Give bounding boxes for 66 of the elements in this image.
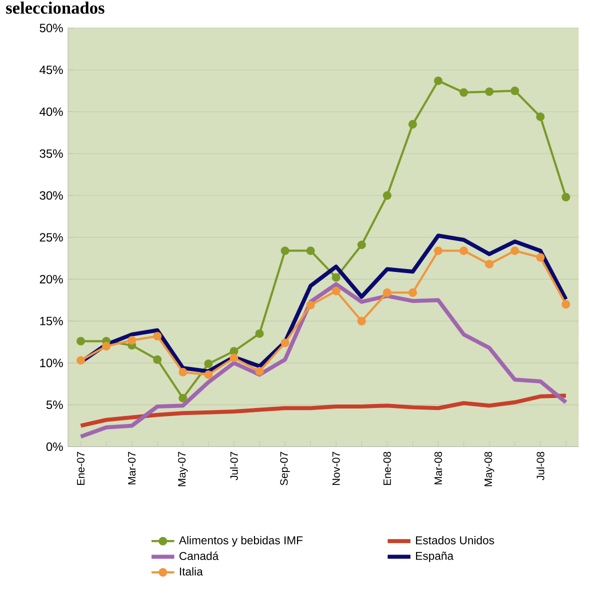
point: [332, 273, 340, 282]
point: [434, 76, 442, 86]
point: [280, 338, 290, 348]
point: [178, 394, 188, 402]
point: [536, 112, 545, 122]
chart-title: seleccionados: [6, 2, 104, 14]
x-tick-label: Ene-07: [76, 452, 85, 485]
point: [178, 368, 188, 376]
y-tick-label: 45%: [40, 66, 63, 74]
point: [382, 288, 392, 297]
point: [128, 336, 136, 345]
y-tick-label: 40%: [40, 107, 63, 116]
y-tick-label: 25%: [40, 233, 63, 242]
point: [204, 360, 213, 368]
point: [306, 246, 315, 256]
point: [332, 286, 340, 296]
point: [357, 240, 366, 250]
point: [382, 191, 392, 200]
point: [255, 367, 264, 376]
y-tick-label: 5%: [46, 400, 63, 410]
x-tick-label: Jul-07: [230, 452, 238, 480]
y-tick-label: 10%: [40, 358, 63, 368]
x-tick-label: May-08: [484, 452, 494, 486]
y-tick-label: 20%: [40, 274, 63, 284]
legend-label: España: [416, 552, 454, 562]
line-series: [78, 282, 568, 439]
point: [536, 253, 545, 262]
point: [255, 329, 264, 338]
point: [459, 88, 468, 97]
point: [434, 246, 442, 256]
y-tick-label: 30%: [40, 191, 63, 200]
x-tick-label: Nov-07: [332, 452, 340, 485]
x-tick-label: Mar-07: [128, 452, 136, 484]
point: [408, 288, 417, 297]
point: [562, 300, 570, 309]
x-tick-label: May-07: [178, 452, 188, 486]
x-tick-label: Ene-08: [383, 452, 391, 485]
point: [485, 87, 494, 96]
y-tick-label: 50%: [40, 24, 63, 32]
y-tick-label: 0%: [46, 442, 63, 451]
point: [280, 246, 290, 256]
point: [153, 332, 162, 340]
point: [76, 336, 86, 346]
y-tick-label: 35%: [40, 149, 63, 158]
point: [408, 120, 417, 129]
point: [510, 86, 520, 96]
point: [230, 346, 238, 356]
x-tick-label: Mar-08: [434, 452, 442, 484]
legend-label: Estados Unidos: [416, 536, 494, 544]
legend-label: Italia: [180, 567, 203, 576]
legend-label: Alimentos y bebidas IMF: [178, 536, 303, 547]
point: [153, 355, 162, 364]
point: [230, 354, 238, 362]
y-tick-label: 15%: [40, 316, 63, 326]
point: [485, 260, 494, 268]
x-tick-label: Sep-07: [280, 452, 290, 486]
point: [459, 246, 468, 256]
point: [562, 192, 570, 202]
point: [102, 342, 111, 350]
point: [204, 370, 213, 379]
point: [76, 356, 86, 365]
point: [306, 300, 315, 310]
legend-label: Canadá: [180, 552, 219, 560]
point: [510, 246, 520, 256]
point: [357, 316, 366, 326]
x-tick-label: Jul-08: [536, 452, 544, 480]
